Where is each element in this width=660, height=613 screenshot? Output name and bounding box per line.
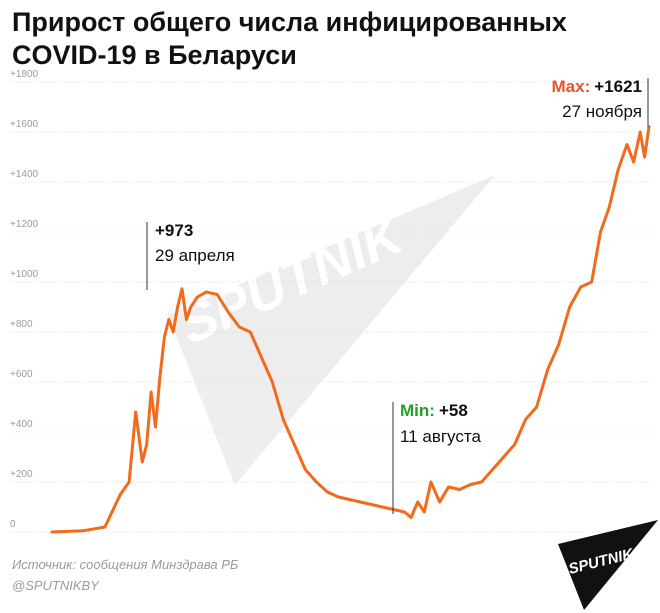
peak-value: +973: [155, 221, 193, 240]
series-line-0: [50, 125, 651, 534]
source-note: Источник: сообщения Минздрава РБ: [12, 557, 239, 572]
y-tick-label: +1000: [10, 269, 39, 280]
peak-date: 29 апреля: [155, 246, 235, 265]
y-tick-label: +1400: [10, 169, 39, 180]
y-tick-label: +200: [10, 469, 33, 480]
y-tick-label: +1200: [10, 219, 39, 230]
y-tick-label: +600: [10, 369, 33, 380]
sputnik-logo: SPUTNIK: [558, 520, 658, 610]
y-tick-label: +800: [10, 319, 33, 330]
max-value: Max: +1621: [552, 77, 642, 96]
min-value: Min: +58: [400, 401, 468, 420]
max-date: 27 ноября: [562, 102, 642, 121]
y-tick-label: +400: [10, 419, 33, 430]
min-date: 11 августа: [400, 427, 481, 446]
social-handle: @SPUTNIKBY: [12, 578, 99, 593]
y-tick-label: 0: [10, 519, 16, 530]
y-tick-label: +1600: [10, 119, 39, 130]
y-tick-label: +1800: [10, 69, 39, 80]
chart-title: Прирост общего числа инфицированных COVI…: [12, 7, 567, 70]
